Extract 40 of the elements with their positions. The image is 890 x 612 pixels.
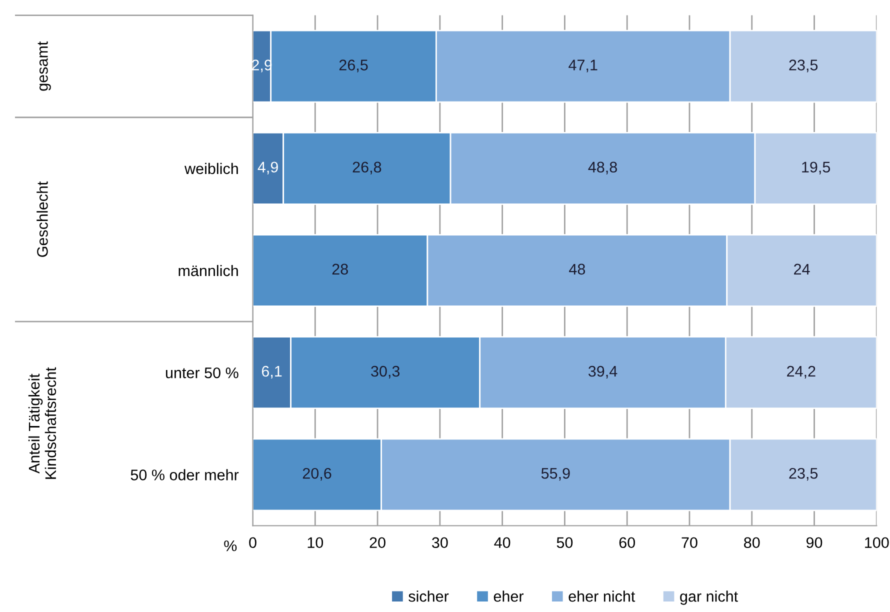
data-label: 28 <box>332 264 348 275</box>
y-tick-label: weiblich <box>184 162 238 174</box>
text: Anteil Tätigkeit Kindschaftsrecht <box>28 367 56 479</box>
data-label: 6,1 <box>262 366 282 378</box>
text: Geschlecht <box>36 181 48 257</box>
x-tick-label: 80 <box>744 537 760 548</box>
legend-label: gar nicht <box>680 590 738 605</box>
y-tick-label: männlich <box>178 264 238 276</box>
x-tick-label: 90 <box>806 537 822 548</box>
data-label: 48 <box>569 264 586 275</box>
data-label: 26,5 <box>339 60 368 72</box>
data-label: 23,5 <box>789 468 818 481</box>
data-label: 4,9 <box>258 162 278 174</box>
x-tick-label: 40 <box>494 537 510 548</box>
data-label: 26,8 <box>352 162 382 174</box>
data-label: 23,5 <box>789 60 818 72</box>
x-tick-label: 10 <box>308 537 324 548</box>
x-tick-label: 100 <box>865 537 889 548</box>
data-label: 30,3 <box>371 366 400 378</box>
data-label: 48,8 <box>588 162 617 174</box>
data-label: 24 <box>794 264 810 274</box>
data-label: 47,1 <box>568 60 598 72</box>
data-label: 20,6 <box>302 468 332 481</box>
y-tick-label: unter 50 % <box>166 367 238 378</box>
data-label: 39,4 <box>588 366 618 378</box>
text: gesamt <box>38 41 51 91</box>
data-label: 19,5 <box>802 162 830 174</box>
x-tick-label: 60 <box>619 537 635 548</box>
legend-label: eher nicht <box>568 590 636 602</box>
data-label: 24,2 <box>787 366 816 378</box>
x-axis-title: % <box>224 540 237 552</box>
data-label: 55,9 <box>541 468 570 481</box>
x-tick-label: 30 <box>432 537 448 548</box>
x-tick-label: 70 <box>682 537 698 548</box>
x-tick-label: 20 <box>370 537 386 548</box>
x-tick-label: 0 <box>249 537 256 548</box>
legend-label: eher <box>494 590 524 602</box>
y-tick-label: 50 % oder mehr <box>130 469 239 480</box>
legend-label: sicher <box>408 590 449 602</box>
x-tick-label: 50 <box>556 537 573 548</box>
